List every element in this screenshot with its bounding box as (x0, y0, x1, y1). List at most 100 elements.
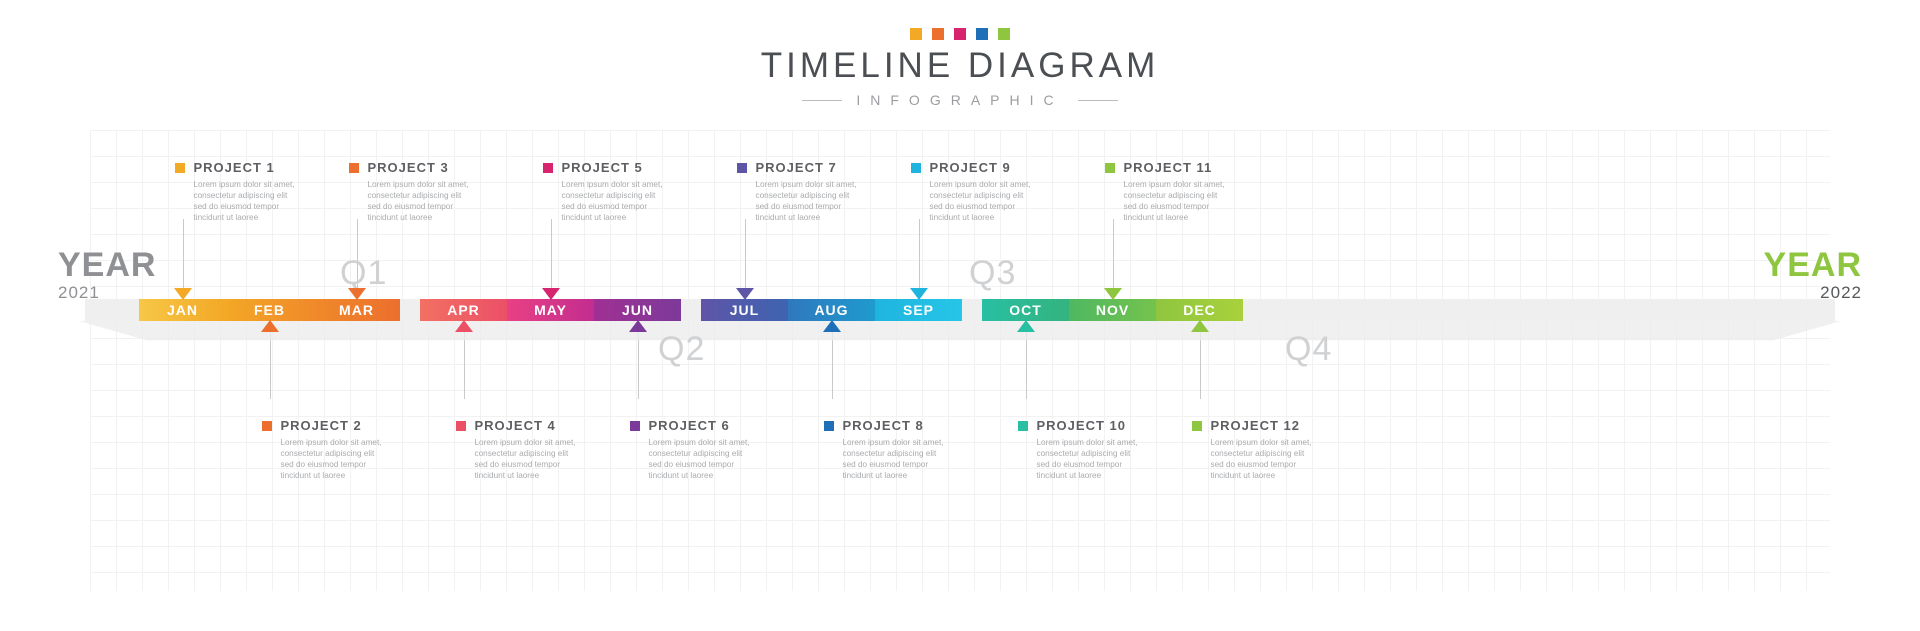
month-sep: SEP (875, 299, 962, 321)
project-title: PROJECT 11 (1124, 160, 1213, 175)
month-oct: OCT (982, 299, 1069, 321)
project-description: Lorem ipsum dolor sit amet, consectetur … (281, 437, 432, 481)
project-header: PROJECT 10 (1018, 418, 1188, 433)
page-title: TIMELINE DIAGRAM (0, 46, 1920, 86)
connector-line (551, 219, 552, 299)
project-card: PROJECT 3 Lorem ipsum dolor sit amet, con… (349, 160, 519, 223)
connector-line (1113, 219, 1114, 299)
project-card: PROJECT 9 Lorem ipsum dolor sit amet, con… (911, 160, 1081, 223)
project-title: PROJECT 8 (843, 418, 924, 433)
project-header: PROJECT 4 (456, 418, 626, 433)
project-color-square (1192, 421, 1202, 431)
year-end: YEAR 2022 (1764, 246, 1862, 303)
project-description: Lorem ipsum dolor sit amet, consectetur … (843, 437, 994, 481)
project-header: PROJECT 1 (175, 160, 345, 175)
pointer-up-icon (261, 320, 279, 332)
subtitle-row: INFOGRAPHIC (0, 92, 1920, 108)
year-start-value: 2021 (58, 283, 156, 303)
header: TIMELINE DIAGRAM INFOGRAPHIC (0, 28, 1920, 108)
project-color-square (1018, 421, 1028, 431)
project-title: PROJECT 1 (194, 160, 275, 175)
pointer-up-icon (1191, 320, 1209, 332)
project-title: PROJECT 6 (649, 418, 730, 433)
project-title: PROJECT 7 (756, 160, 837, 175)
project-description: Lorem ipsum dolor sit amet, consectetur … (1037, 437, 1188, 481)
pointer-up-icon (823, 320, 841, 332)
divider-right (1078, 100, 1118, 101)
pointer-down-icon (174, 288, 192, 300)
project-title: PROJECT 2 (281, 418, 362, 433)
project-header: PROJECT 9 (911, 160, 1081, 175)
project-title: PROJECT 4 (475, 418, 556, 433)
pointer-up-icon (455, 320, 473, 332)
accent-square (976, 28, 988, 40)
month-apr: APR (420, 299, 507, 321)
project-description: Lorem ipsum dolor sit amet, consectetur … (649, 437, 800, 481)
project-description: Lorem ipsum dolor sit amet, consectetur … (368, 179, 519, 223)
project-description: Lorem ipsum dolor sit amet, consectetur … (475, 437, 626, 481)
project-description: Lorem ipsum dolor sit amet, consectetur … (1124, 179, 1275, 223)
project-color-square (456, 421, 466, 431)
connector-line (745, 219, 746, 299)
pointer-down-icon (910, 288, 928, 300)
project-color-square (911, 163, 921, 173)
project-card: PROJECT 2 Lorem ipsum dolor sit amet, con… (262, 418, 432, 481)
project-header: PROJECT 8 (824, 418, 994, 433)
project-card: PROJECT 11 Lorem ipsum dolor sit amet, co… (1105, 160, 1275, 223)
year-start: YEAR 2021 (58, 246, 156, 303)
pointer-up-icon (1017, 320, 1035, 332)
project-title: PROJECT 12 (1211, 418, 1300, 433)
pointer-down-icon (542, 288, 560, 300)
project-color-square (824, 421, 834, 431)
project-title: PROJECT 5 (562, 160, 643, 175)
project-card: PROJECT 5 Lorem ipsum dolor sit amet, con… (543, 160, 713, 223)
project-header: PROJECT 7 (737, 160, 907, 175)
project-description: Lorem ipsum dolor sit amet, consectetur … (1211, 437, 1362, 481)
project-description: Lorem ipsum dolor sit amet, consectetur … (756, 179, 907, 223)
pointer-down-icon (1104, 288, 1122, 300)
connector-line (919, 219, 920, 299)
project-card: PROJECT 1 Lorem ipsum dolor sit amet, con… (175, 160, 345, 223)
year-end-value: 2022 (1764, 283, 1862, 303)
accent-square (954, 28, 966, 40)
month-mar: MAR (313, 299, 400, 321)
project-color-square (349, 163, 359, 173)
project-description: Lorem ipsum dolor sit amet, consectetur … (562, 179, 713, 223)
project-card: PROJECT 4 Lorem ipsum dolor sit amet, con… (456, 418, 626, 481)
accent-square (932, 28, 944, 40)
project-card: PROJECT 6 Lorem ipsum dolor sit amet, con… (630, 418, 800, 481)
project-header: PROJECT 11 (1105, 160, 1275, 175)
project-description: Lorem ipsum dolor sit amet, consectetur … (930, 179, 1081, 223)
project-card: PROJECT 10 Lorem ipsum dolor sit amet, co… (1018, 418, 1188, 481)
project-description: Lorem ipsum dolor sit amet, consectetur … (194, 179, 345, 223)
month-may: MAY (507, 299, 594, 321)
timeline-depth (79, 321, 1841, 340)
project-card: PROJECT 8 Lorem ipsum dolor sit amet, con… (824, 418, 994, 481)
project-color-square (630, 421, 640, 431)
quarter-q3: Q3 (969, 254, 1016, 293)
month-nov: NOV (1069, 299, 1156, 321)
month-dec: DEC (1156, 299, 1243, 321)
project-color-square (262, 421, 272, 431)
project-header: PROJECT 3 (349, 160, 519, 175)
year-start-word: YEAR (58, 246, 156, 285)
month-feb: FEB (226, 299, 313, 321)
month-aug: AUG (788, 299, 875, 321)
project-color-square (1105, 163, 1115, 173)
project-color-square (175, 163, 185, 173)
project-header: PROJECT 5 (543, 160, 713, 175)
project-header: PROJECT 6 (630, 418, 800, 433)
project-title: PROJECT 3 (368, 160, 449, 175)
year-end-word: YEAR (1764, 246, 1862, 285)
quarter-q2: Q2 (658, 330, 705, 369)
quarter-q4: Q4 (1285, 330, 1332, 369)
month-jul: JUL (701, 299, 788, 321)
accent-squares (0, 28, 1920, 40)
project-color-square (543, 163, 553, 173)
page-subtitle: INFOGRAPHIC (856, 92, 1063, 108)
pointer-up-icon (629, 320, 647, 332)
pointer-down-icon (736, 288, 754, 300)
accent-square (910, 28, 922, 40)
timeline-bar: JANFEBMARAPRMAYJUNJULAUGSEPOCTNOVDEC (85, 299, 1835, 321)
project-header: PROJECT 12 (1192, 418, 1362, 433)
